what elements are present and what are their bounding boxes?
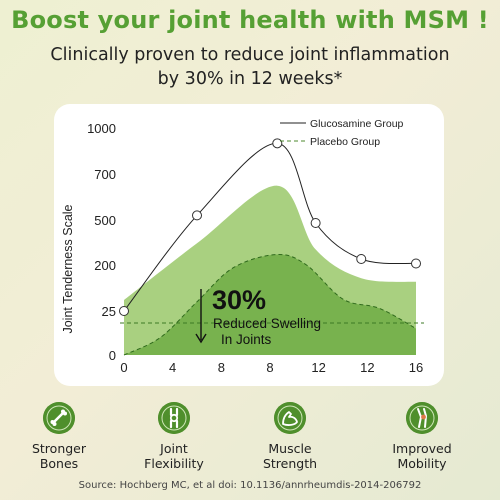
benefit-label: Muscle Strength xyxy=(262,441,318,471)
y-tick-label: 700 xyxy=(94,167,116,182)
data-point-glucosamine xyxy=(272,138,283,149)
benefit-label: Stronger Bones xyxy=(31,441,87,471)
knee-icon xyxy=(406,402,438,434)
placebo-band xyxy=(124,254,416,355)
subtitle-line-1: Clinically proven to reduce joint inflam… xyxy=(50,45,450,65)
series-line-placebo xyxy=(123,253,417,356)
benefit-stronger-bones: Stronger Bones xyxy=(4,398,114,471)
data-point-glucosamine xyxy=(310,218,321,228)
x-tick-label: 8 xyxy=(218,360,225,375)
data-point-glucosamine xyxy=(192,210,202,221)
annotation-value: 30% xyxy=(212,285,266,315)
benefit-improved-mobility: Improved Mobility xyxy=(367,398,477,471)
benefit-label: Joint Flexibility xyxy=(144,441,204,471)
y-tick-label: 1000 xyxy=(87,121,116,136)
y-tick-label: 25 xyxy=(102,304,116,319)
annotation-line-2: In Joints xyxy=(221,332,272,347)
legend-label-glucosamine: Glucosamine Group xyxy=(310,118,404,130)
y-tick-label: 200 xyxy=(94,258,116,273)
data-point-glucosamine xyxy=(119,306,129,316)
x-tick-label: 0 xyxy=(120,360,127,375)
annotation-line-1: Reduced Swelling xyxy=(213,316,321,331)
x-tick-label: 4 xyxy=(169,360,176,375)
y-tick-label: 500 xyxy=(94,213,116,228)
chart-card: 0 4 8 8 12 12 16 0 25 200 500 700 1000 Joint Tender… xyxy=(54,104,444,386)
data-point-glucosamine xyxy=(356,254,367,264)
source-citation: Source: Hochberg MC, et al doi: 10.1136/… xyxy=(78,480,422,491)
tenderness-chart: 0 4 8 8 12 12 16 0 25 200 500 700 1000 Joint Tender… xyxy=(61,118,424,375)
headline: Boost your joint health with MSM ! xyxy=(11,6,489,34)
benefit-muscle-strength: Muscle Strength xyxy=(235,398,345,471)
data-point-glucosamine xyxy=(411,258,421,269)
y-tick-label: 0 xyxy=(109,348,116,363)
x-tick-label: 8 xyxy=(266,360,273,375)
x-tick-label: 12 xyxy=(311,360,325,375)
y-axis-label: Joint Tenderness Scale xyxy=(61,204,75,333)
subtitle-line-2: by 30% in 12 weeks* xyxy=(157,69,343,89)
muscle-icon xyxy=(274,402,306,434)
x-tick-label: 12 xyxy=(360,360,374,375)
benefit-joint-flexibility: Joint Flexibility xyxy=(119,398,229,471)
legend-label-placebo: Placebo Group xyxy=(310,136,380,148)
benefits-row: Stronger Bones Joint Flexibility Muscle Str… xyxy=(0,398,500,474)
reduction-arrow-head xyxy=(195,333,207,344)
x-tick-label: 16 xyxy=(409,360,423,375)
benefit-label: Improved Mobility xyxy=(392,441,452,471)
bone-icon xyxy=(43,402,75,434)
joint-icon xyxy=(158,402,190,434)
